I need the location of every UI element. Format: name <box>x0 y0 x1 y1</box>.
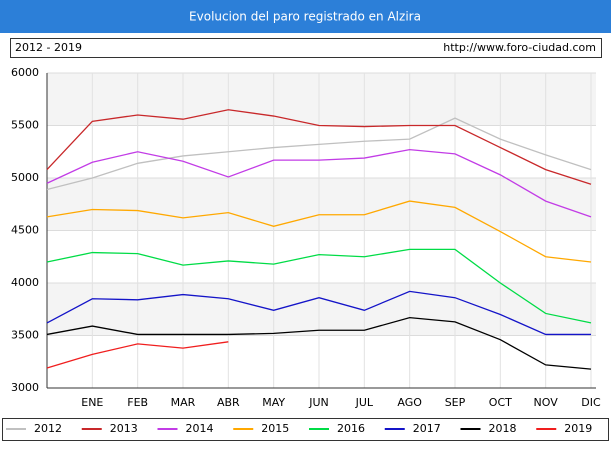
series-line <box>46 290 591 336</box>
annotation: http://www.foro-ciudad.com <box>443 41 596 54</box>
x-tick-label: NOV <box>534 396 559 409</box>
x-tick-label: MAR <box>171 396 196 409</box>
chart-title: Evolucion del paro registrado en Alzira <box>189 10 421 24</box>
y-tick-label: 3500 <box>11 329 39 342</box>
x-tick-label: ENE <box>81 396 103 409</box>
legend-label: 2012 <box>34 422 62 435</box>
legend-label: 2015 <box>261 422 289 435</box>
legend-label: 2014 <box>186 422 214 435</box>
legend-label: 2016 <box>337 422 365 435</box>
legend-label: 2017 <box>413 422 441 435</box>
y-tick-label: 5500 <box>11 119 39 132</box>
x-tick-label: FEB <box>127 396 148 409</box>
y-tick-label: 3000 <box>11 381 39 394</box>
y-tick-label: 6000 <box>11 66 39 79</box>
legend-label: 2018 <box>489 422 517 435</box>
x-tick-label: MAY <box>262 396 285 409</box>
subtitle: 2012 - 2019 <box>15 41 82 54</box>
subtitle-box <box>10 38 602 58</box>
series-line <box>46 200 592 263</box>
x-tick-label: ABR <box>217 396 240 409</box>
x-tick-label: SEP <box>445 396 466 409</box>
series-line <box>46 109 592 185</box>
y-tick-label: 4000 <box>11 276 39 289</box>
x-tick-label: JUN <box>308 396 329 409</box>
x-tick-label: DIC <box>581 396 601 409</box>
series-line <box>46 316 592 370</box>
title-bar <box>0 0 611 33</box>
series-line <box>46 148 592 218</box>
x-tick-label: AGO <box>397 396 422 409</box>
legend-box <box>2 418 609 441</box>
x-tick-label: JUL <box>355 396 374 409</box>
legend-label: 2019 <box>564 422 592 435</box>
x-tick-label: OCT <box>489 396 512 409</box>
legend-label: 2013 <box>110 422 138 435</box>
series-line <box>46 341 229 369</box>
series-line <box>46 117 592 191</box>
grid-band <box>47 283 596 336</box>
series-line <box>46 248 592 324</box>
y-tick-label: 4500 <box>11 224 39 237</box>
grid-band <box>47 178 596 231</box>
grid-band <box>47 73 596 126</box>
y-tick-label: 5000 <box>11 171 39 184</box>
